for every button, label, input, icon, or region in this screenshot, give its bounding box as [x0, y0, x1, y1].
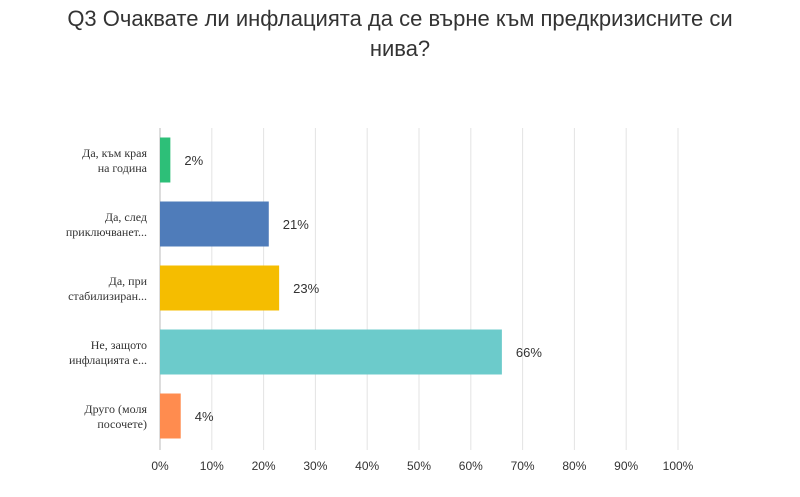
bar: [160, 329, 502, 375]
category-label: Да, при стабилизиран...: [68, 274, 147, 303]
x-tick-label: 80%: [562, 459, 586, 473]
chart-title: Q3 Очаквате ли инфлацията да се върне къ…: [0, 4, 800, 64]
x-tick-label: 30%: [303, 459, 327, 473]
chart-title-line-1: Q3 Очаквате ли инфлацията да се върне къ…: [67, 6, 733, 31]
data-label: 23%: [293, 281, 319, 296]
bar: [160, 201, 269, 247]
data-label: 66%: [516, 345, 542, 360]
data-label: 21%: [283, 217, 309, 232]
category-label: Да, към края на година: [82, 146, 147, 175]
x-tick-label: 20%: [252, 459, 276, 473]
x-tick-label: 0%: [151, 459, 169, 473]
data-label: 4%: [195, 409, 214, 424]
x-tick-label: 100%: [663, 459, 694, 473]
x-tick-label: 90%: [614, 459, 638, 473]
x-tick-label: 40%: [355, 459, 379, 473]
category-label: Не, защото инфлацията е...: [69, 338, 147, 367]
bar: [160, 265, 280, 311]
bar: [160, 137, 171, 183]
data-label: 2%: [184, 153, 203, 168]
x-tick-label: 70%: [511, 459, 535, 473]
x-tick-label: 60%: [459, 459, 483, 473]
x-tick-label: 50%: [407, 459, 431, 473]
category-label: Да, след приключванет...: [66, 210, 147, 239]
bar: [160, 393, 181, 439]
x-tick-label: 10%: [200, 459, 224, 473]
category-label: Друго (моля посочете): [84, 402, 147, 431]
chart-title-line-2: нива?: [369, 36, 431, 61]
